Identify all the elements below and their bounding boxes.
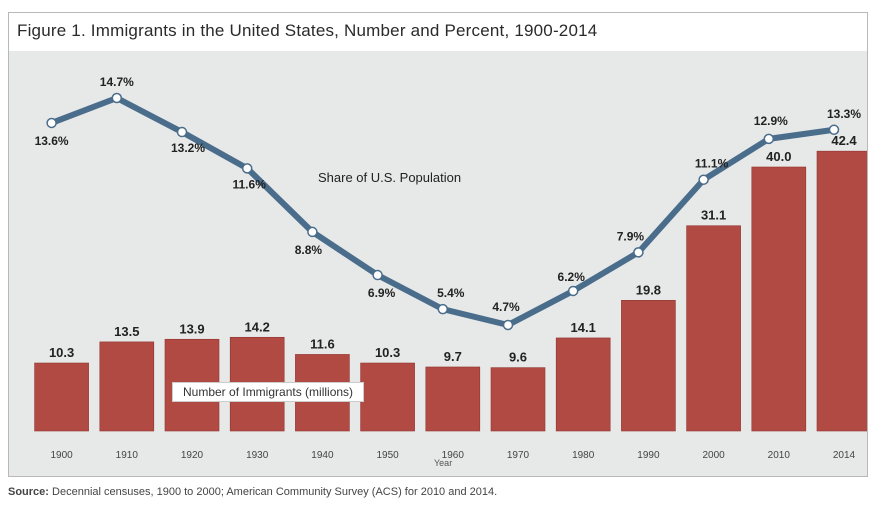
bar-value-label: 11.6	[310, 336, 335, 351]
bar-series-annotation: Number of Immigrants (millions)	[172, 382, 365, 402]
line-value-label: 11.6%	[233, 177, 267, 191]
chart-title: Figure 1. Immigrants in the United State…	[17, 21, 598, 40]
line-value-label: 6.2%	[558, 270, 586, 284]
line-point	[828, 124, 840, 136]
bar	[555, 337, 611, 432]
line-value-label: 13.2%	[171, 141, 205, 155]
line-value-label: 14.7%	[100, 75, 134, 89]
bar-value-label: 14.2	[245, 319, 270, 334]
bar-value-label: 13.5	[114, 324, 139, 339]
source-text: Decennial censuses, 1900 to 2000; Americ…	[52, 486, 498, 498]
x-axis-label: Year	[434, 458, 453, 468]
line-point	[633, 247, 644, 258]
line-value-label: 4.7%	[492, 300, 520, 314]
line-point	[567, 285, 579, 297]
bar-value-label: 40.0	[766, 149, 791, 164]
chart-canvas: 10.3 1900 13.5 1910 13.9 1920 14.2 1930 11.6 1940…	[34, 75, 867, 461]
x-tick-label: 1970	[507, 450, 530, 461]
line-point	[502, 319, 514, 331]
x-tick-label: 1900	[50, 450, 73, 461]
bar-value-label: 13.9	[179, 321, 204, 336]
bar-value-label: 14.1	[571, 320, 596, 335]
x-tick-label: 1910	[116, 450, 139, 461]
source-note: Source: Decennial censuses, 1900 to 2000…	[8, 486, 868, 498]
line-point	[46, 117, 57, 129]
title-bar: Figure 1. Immigrants in the United State…	[9, 13, 867, 52]
bar-value-label: 9.7	[444, 349, 462, 364]
bar-value-label: 19.8	[636, 282, 661, 297]
line-point	[437, 303, 449, 315]
x-tick-label: 1930	[246, 450, 269, 461]
line-value-label: 6.9%	[368, 286, 396, 300]
line-point	[241, 163, 253, 174]
line-point	[307, 226, 318, 238]
x-tick-label: 2014	[833, 450, 856, 461]
x-tick-label: 1920	[181, 450, 204, 461]
chart-frame: Figure 1. Immigrants in the United State…	[8, 12, 868, 477]
bar	[425, 366, 481, 432]
bar	[751, 166, 807, 432]
bar	[34, 362, 89, 432]
x-tick-label: 1960	[442, 450, 465, 461]
bar	[99, 341, 155, 432]
x-tick-label: 2000	[702, 450, 725, 461]
plot-area: 10.3 1900 13.5 1910 13.9 1920 14.2 1930 11.6 1940…	[9, 51, 867, 476]
bar-value-label: 42.4	[831, 133, 857, 148]
bar-value-label: 31.1	[701, 208, 726, 223]
bar	[621, 300, 676, 432]
bar-value-label: 9.6	[509, 350, 527, 365]
bar-value-label: 10.3	[49, 345, 74, 360]
source-label: Source:	[8, 486, 49, 498]
line-value-label: 12.9%	[754, 114, 788, 128]
x-tick-label: 1980	[572, 450, 595, 461]
line-point	[763, 133, 775, 145]
line-value-label: 13.6%	[35, 134, 69, 148]
line-value-label: 11.1%	[695, 157, 729, 171]
bar	[686, 225, 741, 432]
line-point	[698, 174, 709, 185]
x-tick-label: 2010	[768, 450, 791, 461]
line-value-label: 8.8%	[295, 243, 323, 257]
x-tick-label: 1940	[311, 450, 334, 461]
bar	[816, 150, 867, 432]
x-tick-label: 1990	[637, 450, 660, 461]
bar	[490, 367, 546, 432]
line-point	[111, 92, 123, 104]
bar-value-label: 10.3	[375, 345, 400, 360]
line-point	[372, 269, 383, 281]
line-value-label: 7.9%	[617, 229, 645, 243]
bar	[360, 362, 415, 432]
line-point	[176, 126, 188, 138]
x-tick-label: 1950	[376, 450, 399, 461]
line-value-label: 5.4%	[437, 286, 465, 300]
line-value-label: 13.3%	[827, 107, 861, 121]
line-series-annotation: Share of U.S. Population	[318, 170, 462, 185]
